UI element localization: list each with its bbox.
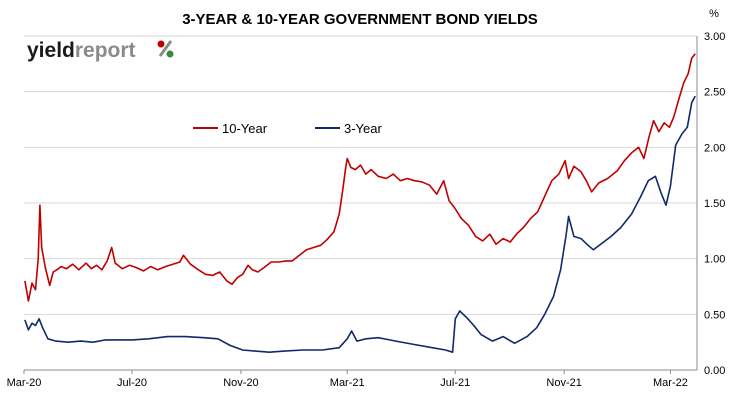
series-line-10-year	[24, 53, 696, 302]
series-line-3-year	[24, 95, 696, 354]
x-tick-label: Nov-20	[223, 377, 258, 389]
logo-percent-icon	[157, 40, 174, 58]
y-tick-label: 1.00	[704, 254, 725, 266]
x-tick-label: Mar-21	[330, 377, 365, 389]
legend-item-10-year: 10-Year	[193, 121, 268, 136]
x-tick-label: Jul-21	[440, 377, 470, 389]
y-tick-label: 0.00	[704, 365, 725, 377]
logo-text-yield: yield	[27, 39, 75, 62]
y-tick-label: 2.00	[704, 142, 725, 154]
series-lines	[24, 53, 696, 354]
y-tick-label: 1.50	[704, 198, 725, 210]
legend-label: 10-Year	[222, 121, 268, 136]
y-tick-label: 0.50	[704, 309, 725, 321]
y-axis-unit-label: %	[709, 8, 719, 20]
logo: yieldreport	[27, 39, 174, 62]
legend: 10-Year 3-Year	[193, 121, 382, 136]
legend-item-3-year: 3-Year	[315, 121, 382, 136]
y-tick-label: 3.00	[704, 31, 725, 43]
logo-text-report: report	[75, 39, 136, 62]
axes	[23, 36, 698, 374]
y-tick-labels: 0.00 0.50 1.00 1.50 2.00 2.50 3.00	[704, 31, 725, 377]
x-tick-label: Jul-20	[117, 377, 147, 389]
legend-label: 3-Year	[344, 121, 382, 136]
x-tick-label: Mar-20	[7, 377, 42, 389]
gridlines	[24, 35, 697, 315]
chart-title: 3-YEAR & 10-YEAR GOVERNMENT BOND YIELDS	[182, 11, 538, 28]
y-tick-label: 2.50	[704, 87, 725, 99]
x-tick-labels: Mar-20 Jul-20 Nov-20 Mar-21 Jul-21 Nov-21 Mar-…	[7, 377, 688, 389]
svg-text:yieldreport: yieldreport	[27, 39, 136, 62]
x-tick-label: Nov-21	[546, 377, 581, 389]
x-tick-label: Mar-22	[653, 377, 688, 389]
